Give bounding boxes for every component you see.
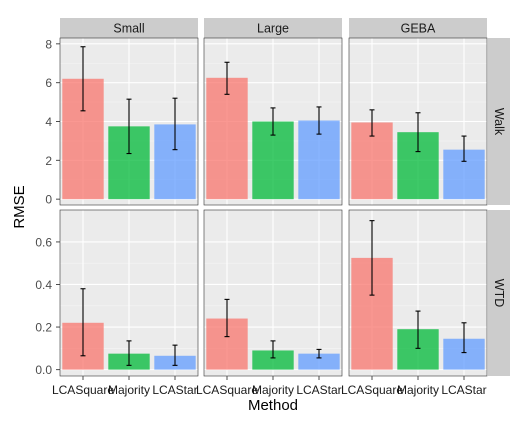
- y-tick-label: 0.4: [35, 278, 52, 292]
- column-strip-label: GEBA: [401, 22, 436, 36]
- column-strip-label: Large: [257, 22, 289, 36]
- y-tick-label: 0.6: [35, 235, 52, 249]
- row-strip-label: WTD: [492, 279, 506, 307]
- panel-border: [348, 37, 488, 206]
- panel-border: [203, 37, 343, 206]
- y-tick-label: 4: [45, 115, 52, 129]
- y-tick-label: 0: [45, 193, 52, 207]
- x-tick-label: LCAStar: [152, 383, 197, 397]
- column-strip-large: [204, 18, 342, 38]
- x-tick-label: LCAStar: [296, 383, 341, 397]
- column-strip-geba: [349, 18, 487, 38]
- y-tick-label: 2: [45, 154, 52, 168]
- column-strip-label: Small: [113, 22, 144, 36]
- y-tick-label: 0.0: [35, 363, 52, 377]
- row-strip-wtd: [488, 210, 510, 376]
- column-strip-small: [60, 18, 198, 38]
- y-axis-title: RMSE: [11, 185, 28, 228]
- x-tick-label: LCASquare: [196, 383, 258, 397]
- x-tick-label: Majority: [397, 383, 439, 397]
- panel-border: [59, 37, 199, 206]
- x-tick-label: LCASquare: [52, 383, 114, 397]
- bar-lcasquare: [206, 77, 248, 200]
- row-strip-label: Walk: [492, 108, 506, 136]
- y-tick-label: 0.2: [35, 321, 52, 335]
- bar-lcastar: [298, 353, 340, 370]
- y-tick-label: 8: [45, 37, 52, 51]
- x-tick-label: LCASquare: [341, 383, 403, 397]
- bar-majority: [252, 350, 294, 370]
- x-axis-title: Method: [248, 397, 298, 414]
- x-tick-label: Majority: [252, 383, 294, 397]
- x-tick-label: Majority: [108, 383, 150, 397]
- y-tick-label: 6: [45, 76, 52, 90]
- row-strip-walk: [488, 38, 510, 205]
- x-tick-label: LCAStar: [441, 383, 486, 397]
